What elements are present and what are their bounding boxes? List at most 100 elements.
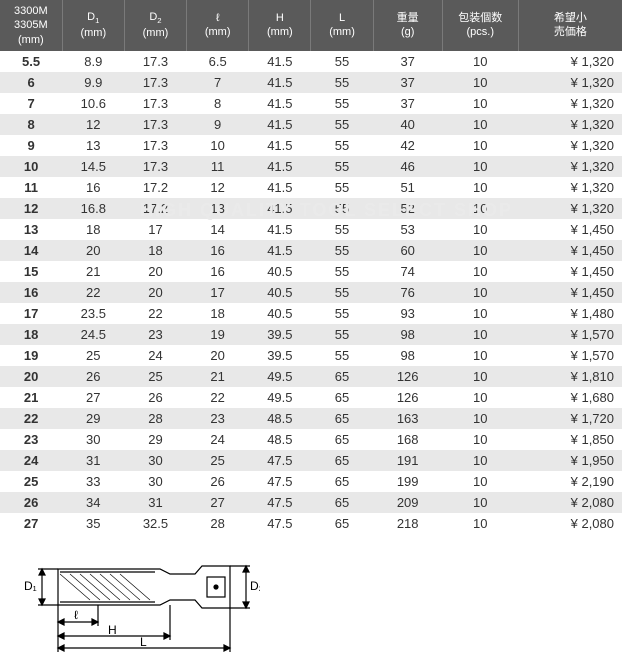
diagram-h-label: H xyxy=(108,623,117,637)
cell-size: 24 xyxy=(0,450,62,471)
cell-l: 16 xyxy=(187,240,249,261)
table-row: 1216.817.21341.5555210¥ 1,320 xyxy=(0,198,622,219)
cell-pcs: 10 xyxy=(442,387,518,408)
cell-d2: 23 xyxy=(124,324,186,345)
table-row: 91317.31041.5554210¥ 1,320 xyxy=(0,135,622,156)
cell-h: 47.5 xyxy=(249,471,311,492)
cell-pcs: 10 xyxy=(442,324,518,345)
cell-bigL: 65 xyxy=(311,387,373,408)
cell-bigL: 65 xyxy=(311,366,373,387)
cell-h: 41.5 xyxy=(249,156,311,177)
cell-pcs: 10 xyxy=(442,240,518,261)
cell-size: 18 xyxy=(0,324,62,345)
cell-h: 49.5 xyxy=(249,366,311,387)
cell-weight: 76 xyxy=(373,282,442,303)
table-row: 1521201640.5557410¥ 1,450 xyxy=(0,261,622,282)
cell-price: ¥ 1,450 xyxy=(518,240,622,261)
table-row: 5.58.917.36.541.5553710¥ 1,320 xyxy=(0,51,622,72)
cell-pcs: 10 xyxy=(442,261,518,282)
cell-bigL: 65 xyxy=(311,492,373,513)
table-row: 81217.3941.5554010¥ 1,320 xyxy=(0,114,622,135)
cell-weight: 53 xyxy=(373,219,442,240)
cell-l: 11 xyxy=(187,156,249,177)
cell-bigL: 55 xyxy=(311,135,373,156)
cell-price: ¥ 1,480 xyxy=(518,303,622,324)
cell-bigL: 55 xyxy=(311,72,373,93)
cell-d1: 14.5 xyxy=(62,156,124,177)
cell-d1: 23.5 xyxy=(62,303,124,324)
cell-h: 41.5 xyxy=(249,72,311,93)
cell-d2: 17.2 xyxy=(124,177,186,198)
cell-bigL: 55 xyxy=(311,219,373,240)
cell-d2: 26 xyxy=(124,387,186,408)
cell-h: 41.5 xyxy=(249,219,311,240)
cell-price: ¥ 1,450 xyxy=(518,219,622,240)
cell-size: 16 xyxy=(0,282,62,303)
col-header-h: H(mm) xyxy=(249,0,311,51)
cell-d1: 9.9 xyxy=(62,72,124,93)
cell-d2: 31 xyxy=(124,492,186,513)
cell-size: 17 xyxy=(0,303,62,324)
cell-pcs: 10 xyxy=(442,51,518,72)
table-row: 2533302647.56519910¥ 2,190 xyxy=(0,471,622,492)
cell-price: ¥ 2,080 xyxy=(518,492,622,513)
cell-price: ¥ 1,320 xyxy=(518,135,622,156)
cell-h: 41.5 xyxy=(249,198,311,219)
cell-price: ¥ 1,570 xyxy=(518,345,622,366)
cell-pcs: 10 xyxy=(442,93,518,114)
cell-bigL: 65 xyxy=(311,450,373,471)
table-row: 69.917.3741.5553710¥ 1,320 xyxy=(0,72,622,93)
cell-size: 11 xyxy=(0,177,62,198)
table-row: 2330292448.56516810¥ 1,850 xyxy=(0,429,622,450)
cell-d2: 18 xyxy=(124,240,186,261)
cell-size: 26 xyxy=(0,492,62,513)
cell-pcs: 10 xyxy=(442,156,518,177)
col-header-l: ℓ(mm) xyxy=(187,0,249,51)
cell-l: 20 xyxy=(187,345,249,366)
cell-d1: 12 xyxy=(62,114,124,135)
cell-price: ¥ 1,810 xyxy=(518,366,622,387)
cell-bigL: 65 xyxy=(311,408,373,429)
cell-h: 47.5 xyxy=(249,450,311,471)
cell-l: 28 xyxy=(187,513,249,534)
cell-weight: 168 xyxy=(373,429,442,450)
cell-pcs: 10 xyxy=(442,513,518,534)
cell-d1: 20 xyxy=(62,240,124,261)
cell-price: ¥ 1,320 xyxy=(518,177,622,198)
cell-d2: 30 xyxy=(124,450,186,471)
cell-price: ¥ 2,080 xyxy=(518,513,622,534)
cell-d1: 34 xyxy=(62,492,124,513)
cell-d2: 24 xyxy=(124,345,186,366)
cell-d1: 22 xyxy=(62,282,124,303)
cell-price: ¥ 1,850 xyxy=(518,429,622,450)
cell-h: 40.5 xyxy=(249,261,311,282)
socket-diagram: D₁ D₂ ℓ H L xyxy=(0,534,622,659)
cell-d2: 28 xyxy=(124,408,186,429)
cell-h: 41.5 xyxy=(249,51,311,72)
table-row: 1723.5221840.5559310¥ 1,480 xyxy=(0,303,622,324)
diagram-d1-label: D₁ xyxy=(24,579,37,593)
cell-pcs: 10 xyxy=(442,177,518,198)
table-row: 1420181641.5556010¥ 1,450 xyxy=(0,240,622,261)
cell-l: 9 xyxy=(187,114,249,135)
cell-h: 49.5 xyxy=(249,387,311,408)
cell-size: 9 xyxy=(0,135,62,156)
cell-price: ¥ 2,190 xyxy=(518,471,622,492)
cell-bigL: 65 xyxy=(311,429,373,450)
cell-weight: 51 xyxy=(373,177,442,198)
cell-d2: 30 xyxy=(124,471,186,492)
cell-pcs: 10 xyxy=(442,345,518,366)
diagram-d2-label: D₂ xyxy=(250,579,260,593)
cell-h: 41.5 xyxy=(249,135,311,156)
cell-weight: 37 xyxy=(373,72,442,93)
cell-weight: 209 xyxy=(373,492,442,513)
col-header-size: 3300M3305M(mm) xyxy=(0,0,62,51)
col-header-pcs: 包装個数(pcs.) xyxy=(442,0,518,51)
table-row: 1014.517.31141.5554610¥ 1,320 xyxy=(0,156,622,177)
cell-price: ¥ 1,680 xyxy=(518,387,622,408)
cell-size: 23 xyxy=(0,429,62,450)
table-row: 1824.5231939.5559810¥ 1,570 xyxy=(0,324,622,345)
cell-price: ¥ 1,320 xyxy=(518,198,622,219)
cell-pcs: 10 xyxy=(442,303,518,324)
cell-size: 8 xyxy=(0,114,62,135)
